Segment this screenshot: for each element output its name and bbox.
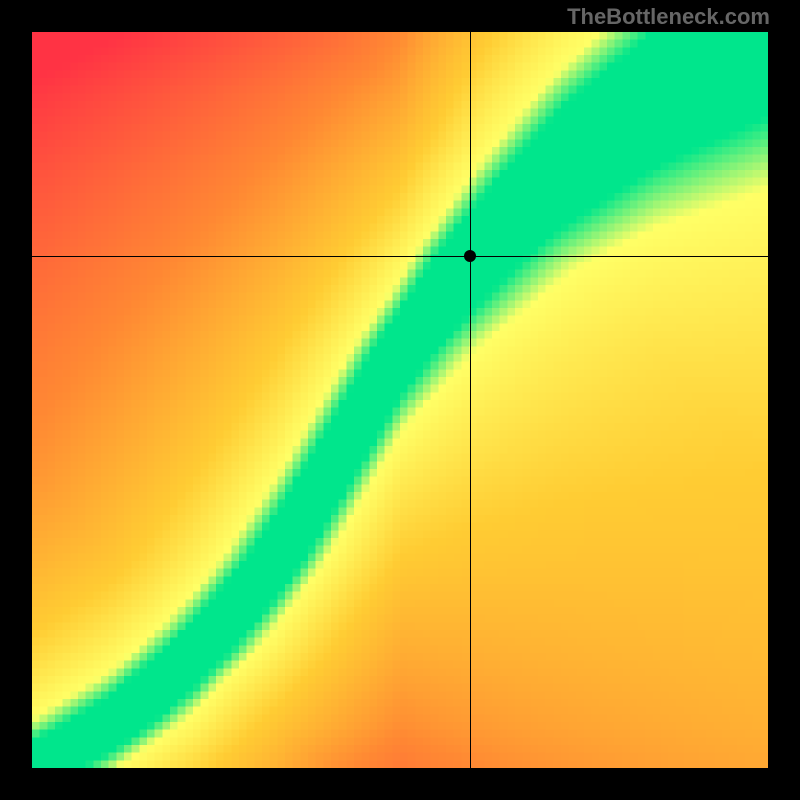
heatmap-canvas: [32, 32, 768, 768]
watermark-text: TheBottleneck.com: [567, 4, 770, 30]
plot-area: [32, 32, 768, 768]
chart-container: TheBottleneck.com: [0, 0, 800, 800]
